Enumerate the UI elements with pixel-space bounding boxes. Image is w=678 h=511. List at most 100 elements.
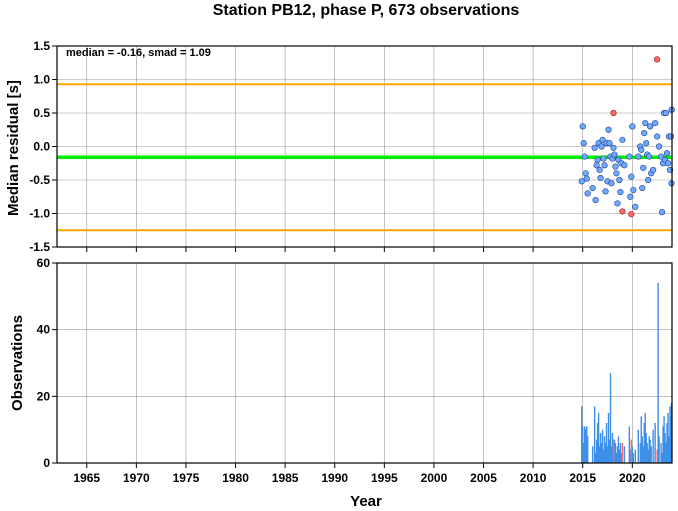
residual-point (619, 136, 626, 143)
residual-point (596, 166, 603, 174)
outlier-point (628, 211, 635, 218)
observation-bar (641, 436, 643, 463)
observation-bar (596, 423, 599, 463)
residual-point (635, 153, 642, 160)
residual-point (662, 109, 670, 117)
residual-point (583, 175, 590, 182)
observation-bar (629, 449, 632, 463)
observation-bar (598, 446, 601, 463)
residual-point (608, 180, 615, 187)
x-tick-label: 2020 (619, 471, 646, 485)
residual-point (641, 130, 648, 137)
observation-bar (613, 439, 616, 463)
y-tick-label: 40 (37, 323, 51, 337)
residual-point (602, 188, 609, 195)
residual-point (630, 186, 637, 194)
observation-bar (597, 413, 600, 463)
residual-point (598, 143, 605, 150)
observations-panel: 0 20 40 60 1965 1970 1975 1980 1985 1990 1995 2000… (9, 256, 673, 510)
observation-bar (584, 426, 586, 463)
observation-bar (666, 423, 668, 463)
residual-point (612, 163, 619, 170)
observation-bar (601, 429, 604, 463)
observation-bar (658, 436, 660, 463)
x-tick-label: 1980 (222, 471, 249, 485)
residual-point (605, 126, 612, 133)
outlier-observation-bar (612, 439, 615, 463)
observations-y-ticks: 0 20 40 60 (37, 256, 57, 470)
residual-point (610, 144, 617, 151)
y-tick-label: 1.5 (33, 39, 50, 53)
observation-bar (640, 416, 642, 463)
residual-point (611, 151, 618, 158)
residual-point (629, 123, 636, 130)
x-axis-label: Year (350, 493, 382, 510)
y-tick-label: -1.0 (29, 207, 50, 221)
outlier-point (610, 109, 617, 117)
observation-bar (639, 443, 641, 463)
x-tick-label: 2000 (421, 471, 448, 485)
observation-bar (610, 446, 613, 463)
observation-bar (646, 443, 648, 463)
residual-point (647, 123, 654, 130)
observation-bar (620, 453, 623, 463)
observation-bar (648, 436, 650, 463)
x-tick-label: 1990 (321, 471, 348, 485)
observation-bar (647, 449, 649, 463)
observation-bar (637, 429, 639, 463)
residual-panel: -1.5 -1.0 -0.5 0.0 0.5 1.0 1.5 median = -0.16,… (5, 39, 675, 254)
residual-point (589, 184, 596, 192)
residual-point (639, 184, 646, 192)
residual-point (656, 143, 663, 150)
residual-point (578, 178, 585, 185)
residual-point (592, 197, 599, 204)
y-tick-label: 0.5 (33, 106, 50, 120)
outlier-point (654, 56, 661, 63)
observations-frame (56, 262, 673, 464)
residual-y-ticks: -1.5 -1.0 -0.5 0.0 0.5 1.0 1.5 (29, 39, 57, 254)
residual-point (667, 133, 675, 140)
y-tick-label: 1.0 (33, 73, 50, 87)
observation-bar (614, 443, 617, 463)
observation-bar (649, 439, 651, 463)
residual-point (652, 119, 659, 127)
residual-y-axis-label: Median residual [s] (5, 80, 22, 216)
observation-bar (593, 406, 596, 463)
observation-bar (652, 429, 654, 463)
residual-grid (57, 45, 672, 248)
observation-bar (623, 446, 626, 463)
observation-bar (594, 453, 597, 463)
residual-x-ticks (86, 247, 633, 252)
residual-point (584, 190, 591, 197)
observation-bar (611, 433, 614, 463)
residual-point (580, 140, 587, 147)
observation-bar (645, 433, 647, 463)
residual-point (582, 170, 589, 177)
x-tick-label: 2005 (470, 471, 497, 485)
observations-grid (57, 262, 672, 464)
x-tick-label: 2010 (520, 471, 547, 485)
observation-bar (604, 443, 607, 463)
residual-points (578, 56, 675, 218)
residual-point (627, 193, 634, 200)
observation-bar (605, 423, 608, 463)
observation-bar (600, 443, 603, 463)
observation-bar (642, 446, 644, 463)
observation-bar (619, 443, 622, 463)
observation-bar (634, 449, 636, 463)
residual-point (657, 153, 665, 160)
residual-point (599, 136, 606, 143)
observation-bar (595, 439, 598, 463)
residual-point (581, 153, 588, 160)
residual-point (614, 200, 621, 207)
residual-point (606, 140, 613, 147)
x-tick-label: 1985 (272, 471, 299, 485)
observation-bar (644, 413, 646, 463)
outlier-observation-bar (656, 449, 658, 463)
y-tick-label: 20 (37, 389, 51, 403)
outlier-point (619, 208, 626, 215)
observations-y-axis-label: Observations (9, 315, 26, 411)
observation-bar (609, 373, 612, 463)
observation-bar (669, 406, 671, 463)
residual-point (601, 162, 608, 169)
